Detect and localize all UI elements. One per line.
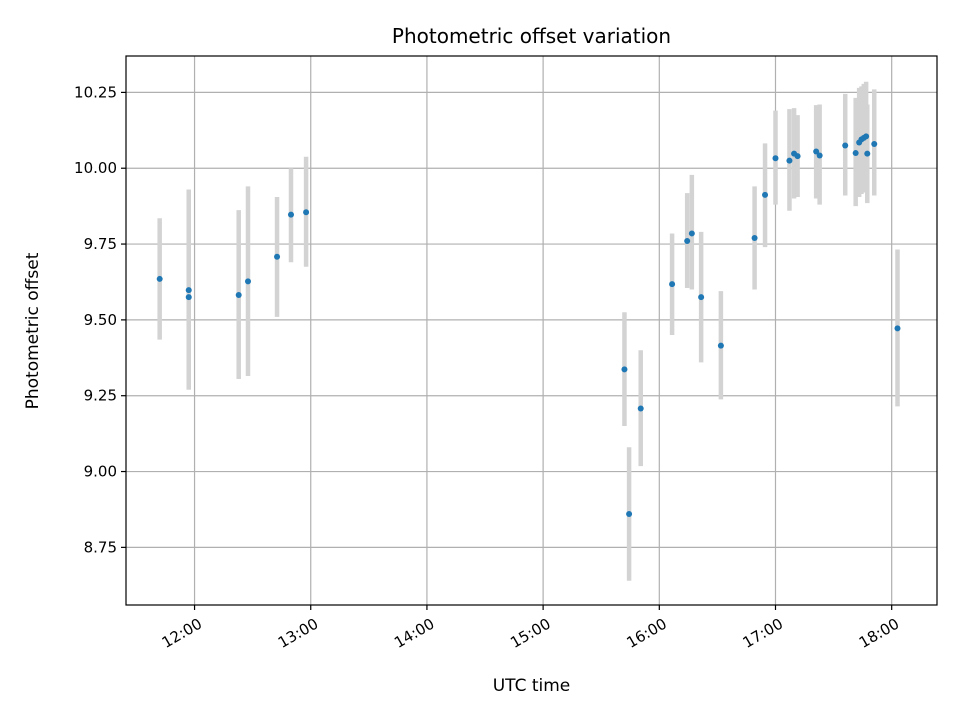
y-tick-label: 9.25 xyxy=(84,387,117,405)
data-point xyxy=(863,133,870,140)
data-point xyxy=(842,142,849,149)
y-tick-label: 8.75 xyxy=(84,538,117,556)
x-axis-label: UTC time xyxy=(493,676,571,696)
y-tick-label: 9.50 xyxy=(84,311,117,329)
y-axis-label: Photometric offset xyxy=(23,252,43,409)
y-tick-label: 10.25 xyxy=(74,83,117,101)
data-point xyxy=(626,511,633,518)
chart-title: Photometric offset variation xyxy=(392,24,671,48)
data-point xyxy=(852,150,859,157)
data-point xyxy=(244,278,251,285)
data-point xyxy=(871,140,878,147)
data-point xyxy=(751,234,758,241)
data-point xyxy=(688,230,695,237)
grid-lines xyxy=(126,56,937,605)
data-point xyxy=(621,366,628,373)
data-point xyxy=(684,238,691,245)
data-point xyxy=(864,150,871,157)
data-point xyxy=(772,155,779,162)
data-point xyxy=(816,152,823,159)
data-point xyxy=(303,209,310,216)
data-point xyxy=(762,191,769,198)
data-points xyxy=(156,133,901,518)
data-point xyxy=(794,153,801,160)
data-point xyxy=(235,292,242,299)
data-point xyxy=(287,211,294,218)
data-point xyxy=(786,157,793,164)
data-point xyxy=(274,253,281,260)
y-tick-label: 9.00 xyxy=(84,463,117,481)
data-point xyxy=(637,405,644,412)
data-point xyxy=(717,342,724,349)
data-point xyxy=(185,294,192,301)
data-point xyxy=(185,287,192,294)
data-point xyxy=(813,148,820,155)
data-point xyxy=(156,275,163,282)
y-tick-label: 9.75 xyxy=(84,235,117,253)
plot-frame xyxy=(125,55,938,606)
data-point xyxy=(698,294,705,301)
data-point xyxy=(669,281,676,288)
data-point xyxy=(894,325,901,332)
y-tick-label: 10.00 xyxy=(74,159,117,177)
